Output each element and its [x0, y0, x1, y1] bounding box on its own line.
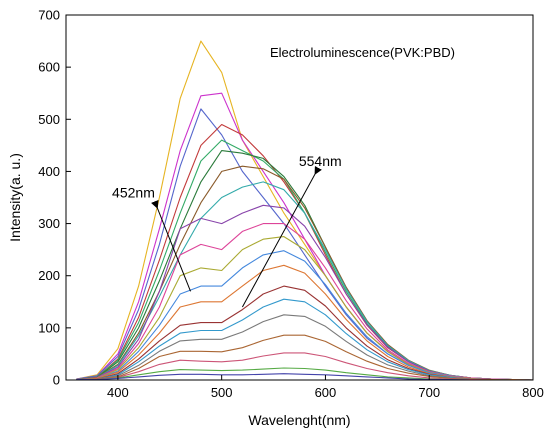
y-axis-label: Intensity(a. u.) — [7, 153, 23, 242]
x-tick-label: 500 — [211, 385, 233, 400]
annotation-arrow-1 — [151, 199, 191, 292]
annotation-arrow-2 — [241, 165, 322, 308]
y-tick-label: 0 — [53, 373, 60, 388]
plot-frame — [65, 14, 534, 381]
series-line-2 — [76, 92, 534, 381]
series-layer — [76, 40, 534, 381]
x-tick-label: 600 — [315, 385, 337, 400]
series-line-15 — [76, 298, 533, 381]
y-tick-label: 600 — [38, 60, 60, 75]
y-tick-label: 400 — [38, 164, 60, 179]
y-tick-label: 300 — [38, 216, 60, 231]
y-tick-label: 200 — [38, 268, 60, 283]
series-line-10 — [76, 223, 534, 381]
tick-layer: 400 500 600 700 800 0 100 200 300 400 500 600 700 — [38, 8, 544, 401]
y-tick-label: 700 — [38, 8, 60, 23]
x-tick-label: 700 — [418, 385, 440, 400]
y-tick-label: 100 — [38, 320, 60, 335]
annotation-label-2: 554nm — [299, 153, 342, 169]
x-axis-label: Wavelenght(nm) — [248, 412, 350, 428]
x-tick-label: 400 — [107, 385, 129, 400]
series-line-1 — [76, 40, 534, 381]
y-tick-label: 500 — [38, 112, 60, 127]
series-line-13 — [76, 264, 534, 381]
x-tick-label: 800 — [522, 385, 544, 400]
annotation-label-1: 452nm — [112, 185, 155, 201]
chart-title: Electroluminescence(PVK:PBD) — [270, 45, 455, 60]
annotation-layer: 452nm 554nm — [112, 153, 342, 308]
